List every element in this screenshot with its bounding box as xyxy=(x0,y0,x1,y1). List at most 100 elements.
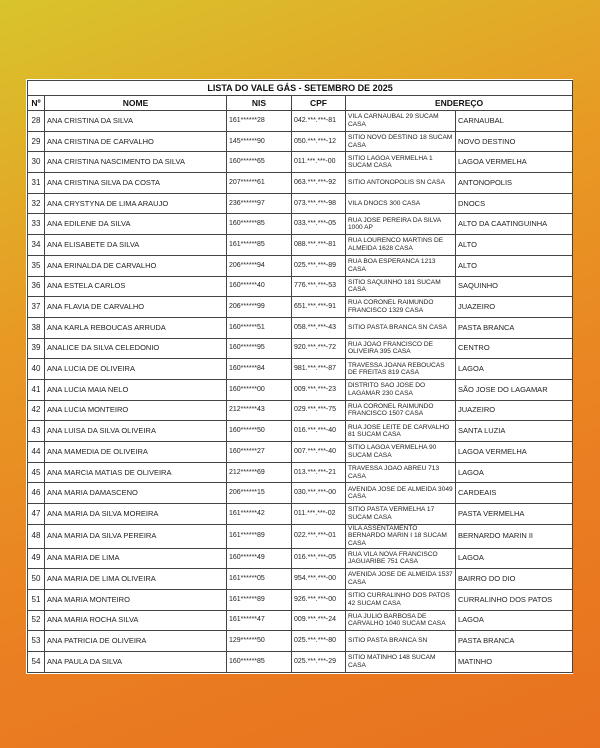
cell-num: 43 xyxy=(27,420,45,442)
cell-bairro: MATINHO xyxy=(454,650,574,673)
table-row: 41 ANA LUCIA MAIA NELO 160******00 009.***.… xyxy=(27,378,574,401)
cell-num: 45 xyxy=(27,461,45,484)
cell-nome: ANA MARIA DAMASCENO xyxy=(44,482,227,505)
cell-endereco: RUA LOURENCO MARTINS DE ALMEIDA 1628 CAS… xyxy=(345,234,456,256)
cell-cpf: 009.***.***-24 xyxy=(291,609,346,632)
cell-cpf: 033.***.***-05 xyxy=(291,213,346,236)
cell-endereco: SITIO CURRALINHO DOS PATOS 42 SUCAM CASA xyxy=(345,588,456,611)
table-row: 43 ANA LUISA DA SILVA OLIVEIRA 160******50… xyxy=(27,420,574,442)
table-row: 54 ANA PAULA DA SILVA 160******85 025.***.*… xyxy=(27,650,574,673)
table-row: 28 ANA CRISTINA DA SILVA 161******28 042.**… xyxy=(27,110,574,132)
table-row: 36 ANA ESTELA CARLOS 160******40 776.***.**… xyxy=(27,275,574,298)
cell-cpf: 011.***.***-00 xyxy=(291,151,346,174)
cell-cpf: 088.***.***-81 xyxy=(291,234,346,256)
cell-nome: ANA PAULA DA SILVA xyxy=(44,650,227,673)
cell-endereco: RUA JULIO BARBOSA DE CARVALHO 1040 SUCAM… xyxy=(345,609,456,632)
table-row: 32 ANA CRYSTYNA DE LIMA ARAUJO 236******97… xyxy=(27,192,574,215)
cell-bairro: LAGOA VERMELHA xyxy=(454,151,574,174)
cell-nome: ANA LUISA DA SILVA OLIVEIRA xyxy=(44,420,227,442)
cell-cpf: 025.***.***-29 xyxy=(291,650,346,673)
cell-endereco: SITIO MATINHO 148 SUCAM CASA xyxy=(345,650,456,673)
cell-nome: ANA KARLA REBOUCAS ARRUDA xyxy=(44,316,227,339)
cell-bairro: JUAZEIRO xyxy=(454,399,574,422)
cell-endereco: SITIO PASTA VERMELHA 17 SUCAM CASA xyxy=(345,503,456,525)
table-row: 50 ANA MARIA DE LIMA OLIVEIRA 161******05 9… xyxy=(27,568,574,590)
cell-cpf: 022.***.***-01 xyxy=(291,523,346,549)
cell-cpf: 050.***.***-12 xyxy=(291,130,346,153)
cell-bairro: CARNAUBAL xyxy=(454,110,574,132)
table-row: 39 ANALICE DA SILVA CELEDONIO 160******95 9… xyxy=(27,337,574,360)
cell-num: 38 xyxy=(27,316,45,339)
cell-endereco: TRAVESSA JOAO ABREU 713 CASA xyxy=(345,461,456,484)
cell-bairro: SAQUINHO xyxy=(454,275,574,298)
cell-nis: 212******69 xyxy=(226,461,292,484)
cell-nis: 160******65 xyxy=(226,151,292,174)
cell-cpf: 920.***.***-72 xyxy=(291,337,346,360)
table-row: 49 ANA MARIA DE LIMA 160******49 016.***.**… xyxy=(27,547,574,570)
cell-nis: 206******94 xyxy=(226,254,292,277)
cell-endereco: AVENIDA JOSE DE ALMEIDA 3049 CASA xyxy=(345,482,456,505)
cell-num: 33 xyxy=(27,213,45,236)
document-sheet: LISTA DO VALE GÁS - SETEMBRO DE 2025 Nº … xyxy=(26,79,574,674)
cell-bairro: LAGOA xyxy=(454,461,574,484)
cell-nome: ANA MARIA MONTEIRO xyxy=(44,588,227,611)
cell-endereco: TRAVESSA JOANA REBOUCAS DE FREITAS 819 C… xyxy=(345,358,456,380)
cell-nome: ANA ELISABETE DA SILVA xyxy=(44,234,227,256)
cell-cpf: 011.***.***-02 xyxy=(291,503,346,525)
cell-num: 30 xyxy=(27,151,45,174)
cell-cpf: 013.***.***-21 xyxy=(291,461,346,484)
table-row: 53 ANA PATRICIA DE OLIVEIRA 129******50 025… xyxy=(27,630,574,652)
table-row: 30 ANA CRISTINA NASCIMENTO DA SILVA 160***… xyxy=(27,151,574,174)
cell-num: 39 xyxy=(27,337,45,360)
cell-num: 47 xyxy=(27,503,45,525)
table-row: 31 ANA CRISTINA SILVA DA COSTA 207******61… xyxy=(27,172,574,194)
cell-nis: 129******50 xyxy=(226,630,292,652)
cell-cpf: 030.***.***-00 xyxy=(291,482,346,505)
cell-cpf: 042.***.***-81 xyxy=(291,110,346,132)
cell-cpf: 025.***.***-80 xyxy=(291,630,346,652)
cell-endereco: SITIO ANTONOPOLIS SN CASA xyxy=(345,172,456,194)
cell-cpf: 776.***.***-53 xyxy=(291,275,346,298)
table-row: 45 ANA MARCIA MATIAS DE OLIVEIRA 212******… xyxy=(27,461,574,484)
cell-bairro: BAIRRO DO DIO xyxy=(454,568,574,590)
cell-nis: 160******84 xyxy=(226,358,292,380)
table-row: 29 ANA CRISTINA DE CARVALHO 145******90 050… xyxy=(27,130,574,153)
cell-nome: ANA CRYSTYNA DE LIMA ARAUJO xyxy=(44,192,227,215)
cell-num: 36 xyxy=(27,275,45,298)
cell-endereco: RUA CORONEL RAIMUNDO FRANCISCO 1329 CASA xyxy=(345,296,456,318)
table-row: 37 ANA FLAVIA DE CARVALHO 206******99 651.*… xyxy=(27,296,574,318)
cell-endereco: VILA ASSENTAMENTO BERNARDO MARIN I 18 SU… xyxy=(345,523,456,549)
cell-nis: 161******89 xyxy=(226,523,292,549)
beneficiary-table: LISTA DO VALE GÁS - SETEMBRO DE 2025 Nº … xyxy=(26,80,574,673)
table-row: 38 ANA KARLA REBOUCAS ARRUDA 160******51 05… xyxy=(27,316,574,339)
cell-cpf: 029.***.***-75 xyxy=(291,399,346,422)
cell-num: 28 xyxy=(27,110,45,132)
cell-num: 37 xyxy=(27,296,45,318)
cell-cpf: 651.***.***-91 xyxy=(291,296,346,318)
column-header-nome: NOME xyxy=(44,95,227,111)
cell-bairro: ALTO xyxy=(454,254,574,277)
cell-endereco: RUA JOAO FRANCISCO DE OLIVEIRA 395 CASA xyxy=(345,337,456,360)
cell-bairro: ANTONOPOLIS xyxy=(454,172,574,194)
cell-cpf: 016.***.***-05 xyxy=(291,547,346,570)
cell-nis: 160******50 xyxy=(226,420,292,442)
cell-cpf: 009.***.***-23 xyxy=(291,378,346,401)
cell-nome: ANA CRISTINA SILVA DA COSTA xyxy=(44,172,227,194)
cell-nome: ANA LUCIA MONTEIRO xyxy=(44,399,227,422)
cell-endereco: RUA CORONEL RAIMUNDO FRANCISCO 1507 CASA xyxy=(345,399,456,422)
table-row: 34 ANA ELISABETE DA SILVA 161******85 088.*… xyxy=(27,234,574,256)
cell-num: 40 xyxy=(27,358,45,380)
table-row: 46 ANA MARIA DAMASCENO 206******15 030.***.… xyxy=(27,482,574,505)
cell-bairro: NOVO DESTINO xyxy=(454,130,574,153)
cell-endereco: AVENIDA JOSE DE ALMEIDA 1537 CASA xyxy=(345,568,456,590)
table-row: 47 ANA MARIA DA SILVA MOREIRA 161******42 0… xyxy=(27,503,574,525)
cell-nis: 160******85 xyxy=(226,650,292,673)
cell-endereco: SITIO NOVO DESTINO 18 SUCAM CASA xyxy=(345,130,456,153)
cell-nome: ANA MARCIA MATIAS DE OLIVEIRA xyxy=(44,461,227,484)
cell-cpf: 981.***.***-87 xyxy=(291,358,346,380)
cell-num: 44 xyxy=(27,441,45,463)
cell-endereco: SITIO LAGOA VERMELHA 90 SUCAM CASA xyxy=(345,441,456,463)
cell-nome: ANA FLAVIA DE CARVALHO xyxy=(44,296,227,318)
cell-num: 31 xyxy=(27,172,45,194)
cell-nome: ANA ERINALDA DE CARVALHO xyxy=(44,254,227,277)
